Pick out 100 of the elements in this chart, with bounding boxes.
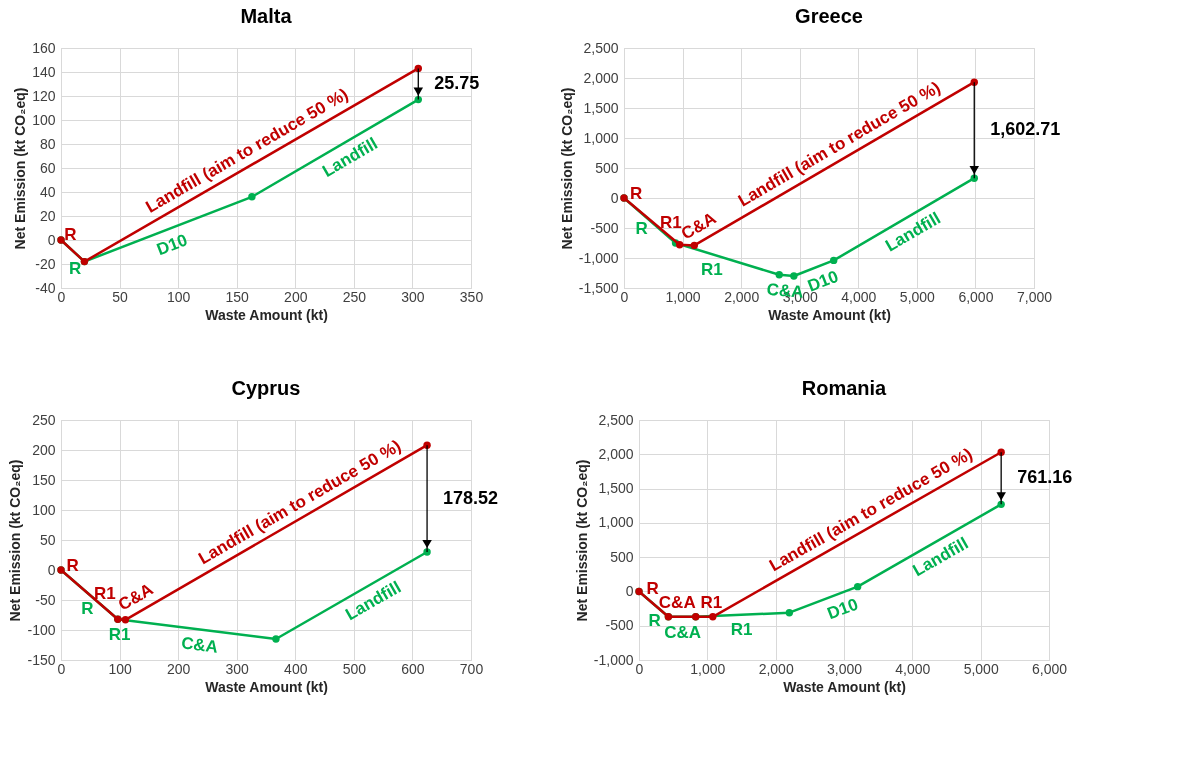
annotation: 178.52 (443, 487, 499, 508)
point (785, 608, 794, 617)
x-tick-label: 5,000 (899, 288, 936, 305)
x-tick-label: 300 (225, 660, 250, 677)
point (675, 241, 684, 249)
point (790, 272, 798, 280)
x-tick-label: 600 (401, 660, 425, 677)
annotation: C&A (658, 592, 696, 612)
annotation: R1 (700, 592, 723, 612)
y-tick-label: 2,500 (598, 411, 634, 428)
annotation: D10 (824, 594, 861, 624)
y-tick-label: 100 (32, 111, 56, 128)
y-tick-label: 0 (47, 561, 56, 578)
chart-title: Greece (795, 5, 863, 27)
x-axis-title: Waste Amount (kt) (783, 678, 906, 695)
point (709, 613, 717, 621)
x-axis-title: Waste Amount (kt) (768, 306, 891, 323)
y-axis-title: Net Emission (kt CO₂eq) (573, 459, 590, 622)
annotation: R1 (730, 619, 753, 639)
y-tick-label: 500 (610, 548, 634, 565)
y-tick-label: -500 (590, 219, 619, 236)
y-tick-label: 0 (625, 582, 634, 599)
y-tick-label: 140 (32, 63, 56, 80)
point (853, 582, 862, 591)
annotation: R1 (94, 584, 116, 604)
y-tick-label: 0 (47, 231, 56, 248)
annotation: R1 (108, 625, 131, 645)
y-tick-label: 2,000 (583, 69, 619, 86)
y-tick-label: 60 (39, 159, 56, 176)
y-tick-label: 100 (32, 501, 56, 518)
x-tick-label: 300 (401, 288, 425, 305)
y-tick-label: 50 (39, 531, 56, 548)
y-tick-label: -1,000 (593, 651, 634, 668)
chart-title: Cyprus (231, 377, 301, 399)
annotation: 1,602.71 (990, 119, 1061, 140)
x-tick-label: 200 (284, 288, 308, 305)
y-tick-label: 120 (32, 87, 56, 104)
point (414, 95, 422, 104)
x-tick-label: 1,000 (665, 288, 701, 305)
point (690, 241, 698, 250)
x-tick-label: 200 (166, 660, 191, 677)
point (121, 616, 130, 624)
annotation: R (635, 219, 648, 239)
x-axis-title: Waste Amount (kt) (205, 306, 328, 323)
y-tick-label: 1,500 (598, 480, 634, 497)
x-tick-label: 100 (166, 288, 191, 305)
annotation: 25.75 (434, 73, 480, 93)
point (997, 500, 1005, 509)
x-tick-label: 500 (342, 660, 367, 677)
x-tick-label: 4,000 (841, 288, 877, 305)
y-tick-label: 500 (595, 159, 619, 176)
y-tick-label: 200 (32, 441, 56, 458)
y-tick-label: 20 (39, 207, 56, 224)
y-tick-label: 1,000 (598, 514, 634, 531)
point (829, 256, 838, 265)
point (272, 635, 280, 643)
x-tick-label: 250 (342, 288, 367, 305)
y-tick-label: -1,500 (578, 279, 619, 296)
x-tick-label: 400 (284, 660, 308, 677)
y-tick-label: -500 (605, 617, 634, 634)
x-tick-label: 5,000 (963, 660, 999, 677)
y-tick-label: -1,000 (578, 249, 619, 266)
x-tick-label: 100 (108, 660, 132, 677)
y-tick-label: -20 (35, 255, 56, 272)
x-tick-label: 50 (112, 288, 129, 305)
x-tick-label: 6,000 (1031, 660, 1068, 677)
x-axis-title: Waste Amount (kt) (205, 678, 328, 695)
chart-title: Romania (801, 377, 888, 399)
annotation: R (68, 258, 82, 278)
point (775, 271, 783, 279)
annotation: D10 (154, 230, 190, 260)
point (414, 64, 422, 73)
annotation: R1 (659, 213, 682, 233)
x-tick-label: 350 (459, 288, 484, 305)
y-tick-label: 250 (32, 411, 56, 428)
point (970, 78, 978, 86)
annotation: R (629, 184, 643, 204)
annotation: C&A (115, 579, 157, 615)
x-tick-label: 150 (225, 288, 250, 305)
annotation: R (646, 579, 659, 599)
y-tick-label: 1,000 (583, 129, 619, 146)
annotation: C&A (664, 622, 702, 642)
y-tick-label: -100 (27, 621, 56, 638)
y-tick-label: -150 (27, 651, 56, 668)
x-tick-label: 3,000 (826, 660, 863, 677)
x-tick-label: 2,000 (724, 288, 760, 305)
y-tick-label: 2,000 (598, 445, 634, 462)
y-tick-label: 80 (39, 135, 56, 152)
point (997, 448, 1005, 456)
x-tick-label: 1,000 (690, 660, 726, 677)
y-tick-label: 0 (610, 189, 619, 206)
annotation: R1 (700, 260, 723, 280)
x-tick-label: 7,000 (1016, 288, 1053, 305)
x-tick-label: 4,000 (895, 660, 931, 677)
y-axis-title: Net Emission (kt CO₂eq) (558, 87, 575, 250)
x-tick-label: 6,000 (958, 288, 994, 305)
chart-title: Malta (240, 5, 293, 27)
x-tick-label: 700 (459, 660, 484, 677)
x-tick-label: 2,000 (758, 660, 794, 677)
y-axis-title: Net Emission (kt CO₂eq) (7, 459, 24, 622)
